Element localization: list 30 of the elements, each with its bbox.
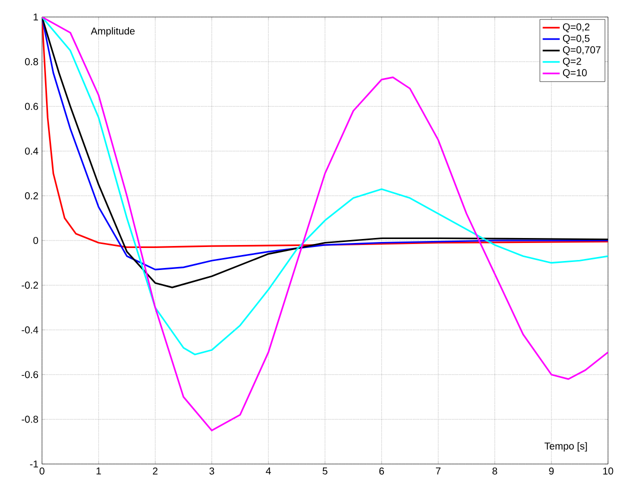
- x-tick-label: 5: [322, 468, 328, 474]
- x-axis-title: Tempo [s]: [544, 442, 587, 452]
- y-tick-label: 0.6: [25, 102, 38, 110]
- y-tick-label: 1: [34, 14, 38, 20]
- legend-label: Q=2: [562, 58, 582, 67]
- y-tick-label: 0.8: [25, 58, 38, 66]
- x-tick-label: 6: [379, 468, 384, 475]
- y-tick-label: 0.4: [25, 148, 38, 155]
- x-tick-label: 3: [209, 468, 214, 475]
- x-tick-label: 7: [436, 468, 440, 474]
- y-tick-label: 0.2: [25, 192, 38, 200]
- x-tick-label: 9: [549, 468, 554, 475]
- y-axis-title: Amplitude: [90, 27, 135, 36]
- y-tick-label: -1: [30, 460, 38, 468]
- x-tick-label: 10: [603, 468, 614, 475]
- legend-label: Q=0,707: [562, 46, 600, 56]
- y-tick-label: -0.4: [22, 326, 38, 334]
- legend-label: Q=10: [562, 69, 587, 78]
- line-series: [42, 16, 608, 356]
- x-tick-label: 2: [152, 468, 158, 474]
- y-tick-label: -0.6: [22, 371, 38, 378]
- y-tick-label: 0: [33, 236, 38, 244]
- x-tick-label: 8: [492, 468, 498, 475]
- x-tick-label: 1: [96, 468, 101, 474]
- legend-label: Q=0,2: [562, 23, 590, 32]
- x-tick-label: 0: [40, 468, 44, 475]
- y-tick-label: -0.8: [22, 416, 38, 423]
- legend-label: Q=0,5: [562, 34, 590, 44]
- y-tick-label: -0.2: [22, 282, 38, 289]
- x-tick-label: 4: [266, 468, 271, 474]
